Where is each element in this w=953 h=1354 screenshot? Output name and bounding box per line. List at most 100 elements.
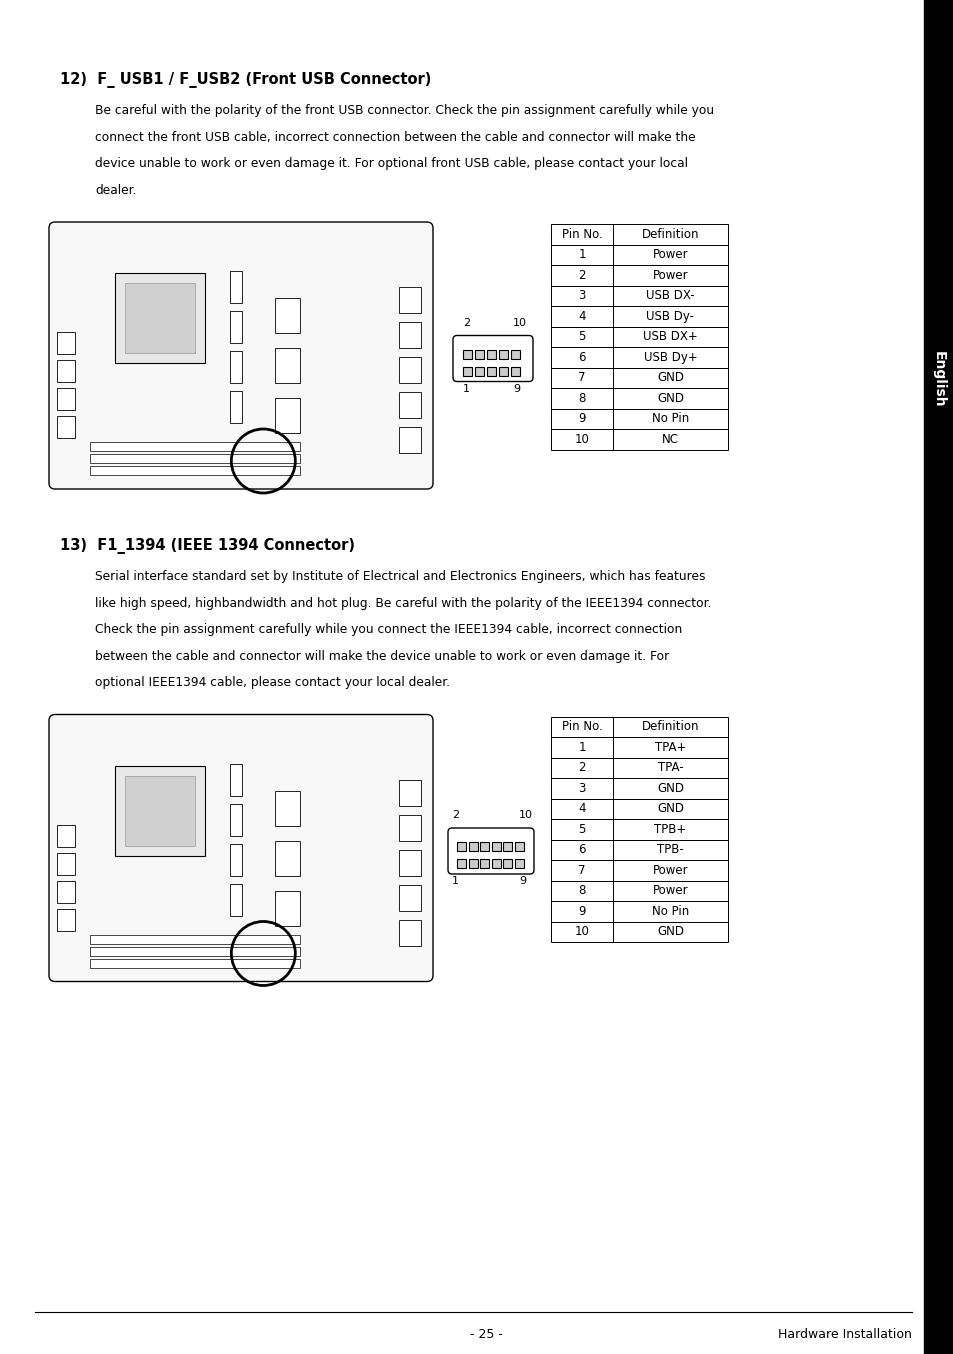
Text: GND: GND xyxy=(657,925,683,938)
Bar xyxy=(57,389,75,410)
Bar xyxy=(90,441,299,451)
Bar xyxy=(398,815,420,841)
Text: Pin No.: Pin No. xyxy=(561,720,601,734)
Bar xyxy=(398,393,420,418)
Bar xyxy=(551,839,613,860)
Text: 10: 10 xyxy=(518,810,533,821)
Bar xyxy=(115,274,205,363)
Bar xyxy=(613,265,727,286)
Bar xyxy=(491,858,500,868)
Text: device unable to work or even damage it. For optional front USB cable, please co: device unable to work or even damage it.… xyxy=(95,157,687,171)
Bar xyxy=(551,326,613,347)
Bar xyxy=(498,349,507,359)
Text: 8: 8 xyxy=(578,391,585,405)
Text: 1: 1 xyxy=(578,741,585,754)
Text: USB DX-: USB DX- xyxy=(645,290,694,302)
Bar xyxy=(57,909,75,930)
Bar xyxy=(551,367,613,389)
Bar xyxy=(468,858,477,868)
FancyBboxPatch shape xyxy=(49,222,433,489)
Bar xyxy=(230,764,242,796)
Bar xyxy=(468,842,477,852)
Bar xyxy=(57,880,75,903)
FancyBboxPatch shape xyxy=(49,715,433,982)
Text: 1: 1 xyxy=(452,876,458,886)
Bar xyxy=(486,349,496,359)
Bar xyxy=(57,360,75,382)
Text: Definition: Definition xyxy=(641,227,699,241)
Text: USB Dy+: USB Dy+ xyxy=(643,351,697,364)
Bar xyxy=(230,351,242,383)
Text: Power: Power xyxy=(652,248,688,261)
Text: 2: 2 xyxy=(452,810,458,821)
Bar xyxy=(274,891,299,926)
Bar xyxy=(613,839,727,860)
Text: USB Dy-: USB Dy- xyxy=(646,310,694,322)
Bar xyxy=(613,799,727,819)
Text: TPA+: TPA+ xyxy=(654,741,685,754)
Bar xyxy=(90,454,299,463)
Bar xyxy=(230,391,242,422)
Bar xyxy=(613,286,727,306)
Bar xyxy=(230,844,242,876)
Bar xyxy=(613,922,727,942)
Bar xyxy=(514,858,523,868)
Bar xyxy=(551,799,613,819)
Bar xyxy=(551,922,613,942)
Bar xyxy=(511,349,519,359)
Bar xyxy=(551,286,613,306)
Text: No Pin: No Pin xyxy=(651,412,688,425)
Bar xyxy=(462,367,472,375)
Text: Power: Power xyxy=(652,884,688,898)
Bar xyxy=(613,819,727,839)
Bar xyxy=(230,803,242,835)
Bar xyxy=(502,858,512,868)
Text: Hardware Installation: Hardware Installation xyxy=(778,1328,911,1340)
Text: 3: 3 xyxy=(578,290,585,302)
Bar xyxy=(613,389,727,409)
Bar xyxy=(274,791,299,826)
Text: 7: 7 xyxy=(578,864,585,877)
Text: 1: 1 xyxy=(578,248,585,261)
Bar xyxy=(475,349,483,359)
Bar xyxy=(551,860,613,880)
Text: GND: GND xyxy=(657,781,683,795)
Text: 2: 2 xyxy=(578,761,585,774)
Text: Pin No.: Pin No. xyxy=(561,227,601,241)
Bar xyxy=(613,326,727,347)
Bar xyxy=(613,306,727,326)
Bar xyxy=(551,347,613,367)
Bar xyxy=(486,367,496,375)
Bar xyxy=(398,849,420,876)
Text: English: English xyxy=(931,351,945,408)
Text: 4: 4 xyxy=(578,803,585,815)
Bar xyxy=(613,245,727,265)
Text: Power: Power xyxy=(652,268,688,282)
Text: No Pin: No Pin xyxy=(651,904,688,918)
Bar xyxy=(90,946,299,956)
Text: TPA-: TPA- xyxy=(657,761,682,774)
Bar xyxy=(613,737,727,757)
Bar xyxy=(514,842,523,852)
FancyBboxPatch shape xyxy=(453,336,533,382)
Text: 10: 10 xyxy=(574,433,589,445)
Bar xyxy=(551,306,613,326)
Bar xyxy=(398,919,420,945)
Text: 9: 9 xyxy=(518,876,525,886)
Bar xyxy=(57,416,75,437)
Text: 1: 1 xyxy=(462,383,470,394)
Text: 9: 9 xyxy=(578,904,585,918)
Bar xyxy=(551,223,613,245)
Bar xyxy=(923,0,953,1354)
Text: dealer.: dealer. xyxy=(95,184,136,196)
Bar xyxy=(462,349,472,359)
Text: optional IEEE1394 cable, please contact your local dealer.: optional IEEE1394 cable, please contact … xyxy=(95,676,450,689)
Text: TPB-: TPB- xyxy=(657,844,683,856)
Bar xyxy=(456,858,465,868)
Bar xyxy=(398,780,420,806)
Text: 2: 2 xyxy=(578,268,585,282)
Text: GND: GND xyxy=(657,803,683,815)
Text: connect the front USB cable, incorrect connection between the cable and connecto: connect the front USB cable, incorrect c… xyxy=(95,130,695,144)
Bar xyxy=(125,776,194,845)
Text: 8: 8 xyxy=(578,884,585,898)
